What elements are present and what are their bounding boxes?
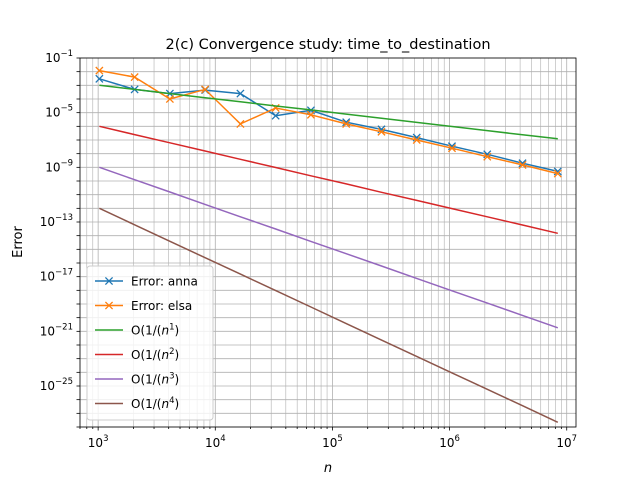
x-tick-label: 107 — [556, 434, 577, 450]
y-tick-label-base: 10 — [45, 160, 60, 174]
x-tick-label-exp: 7 — [572, 434, 577, 444]
y-tick-label: 10−25 — [40, 377, 73, 393]
series-point-1 — [553, 169, 562, 178]
series-point-0 — [553, 167, 562, 176]
legend-label-4-suffix: ) — [175, 373, 180, 387]
y-tick-label-exp: −13 — [55, 213, 73, 223]
x-tick-label-base: 10 — [556, 436, 571, 450]
series-line-1 — [99, 69, 558, 175]
y-tick-label: 10−13 — [40, 213, 73, 229]
series-point-1 — [518, 160, 527, 169]
legend-label-5: O(1/(n4) — [131, 396, 179, 411]
plot-frame — [79, 57, 577, 428]
y-tick-label-exp: −17 — [55, 268, 73, 278]
legend-label-4: O(1/(n3) — [131, 372, 179, 387]
legend-marker-0 — [104, 276, 114, 286]
legend-label-3-var: n — [162, 348, 170, 362]
series-line-5 — [99, 207, 559, 423]
y-axis-label: Error — [11, 226, 26, 258]
y-tick-label-exp: −1 — [60, 49, 73, 59]
legend-label-1: Error: elsa — [131, 299, 192, 313]
x-tick-label-exp: 6 — [455, 434, 460, 444]
series-point-1 — [306, 110, 315, 119]
legend-label-3: O(1/(n2) — [131, 347, 179, 362]
legend-marker-1 — [104, 301, 114, 310]
y-tick-label-base: 10 — [40, 324, 55, 338]
y-tick-label: 10−1 — [45, 49, 73, 65]
x-tick-label-exp: 4 — [220, 434, 225, 444]
x-tick-label: 106 — [439, 434, 460, 450]
series-point-1 — [236, 119, 245, 128]
x-tick-label-base: 10 — [88, 436, 103, 450]
series-point-1 — [483, 152, 492, 161]
series-point-1 — [130, 73, 139, 82]
series-line-4 — [99, 166, 559, 329]
y-tick-label-base: 10 — [40, 379, 55, 393]
series-point-1 — [447, 144, 457, 153]
legend-label-2-exp: 1 — [169, 323, 174, 333]
x-tick-label: 103 — [88, 434, 109, 450]
x-tick-label-exp: 5 — [337, 434, 342, 444]
legend-label-5-exp: 4 — [169, 396, 174, 406]
series-point-0 — [95, 74, 104, 83]
x-axis-label: n — [324, 461, 332, 476]
chart-title: 2(c) Convergence study: time_to_destinat… — [165, 37, 490, 53]
x-tick-label: 104 — [205, 434, 226, 450]
y-tick-label-base: 10 — [45, 106, 60, 120]
x-tick-label: 105 — [322, 434, 343, 450]
legend-label-2-var: n — [162, 324, 170, 338]
y-tick-label-base: 10 — [45, 51, 60, 65]
legend-label-2: O(1/(n1) — [131, 323, 179, 338]
legend-label-4-exp: 3 — [169, 372, 174, 382]
series-point-1 — [377, 127, 386, 136]
y-tick-label: 10−5 — [45, 104, 73, 120]
y-tick-label-exp: −25 — [55, 377, 73, 387]
y-tick-label-exp: −21 — [55, 322, 73, 332]
series-line-2 — [99, 84, 558, 140]
legend-label-5-suffix: ) — [175, 397, 180, 411]
series-line-0 — [99, 78, 558, 173]
legend-label-3-suffix: ) — [175, 348, 180, 362]
series-point-1 — [412, 135, 421, 145]
legend-label-2-prefix: O(1/( — [131, 324, 162, 338]
legend-box — [86, 265, 214, 421]
legend-label-4-var: n — [162, 373, 170, 387]
series-point-0 — [271, 111, 280, 120]
y-tick-label: 10−9 — [45, 158, 73, 174]
series-point-0 — [236, 89, 245, 98]
legend-label-5-prefix: O(1/( — [131, 397, 162, 411]
series-line-3 — [99, 125, 558, 235]
y-tick-label-exp: −9 — [60, 158, 73, 168]
y-tick-label-base: 10 — [40, 270, 55, 284]
series-point-1 — [165, 94, 174, 104]
x-tick-label-base: 10 — [205, 436, 220, 450]
legend-label-5-var: n — [162, 397, 170, 411]
legend-label-0: Error: anna — [131, 275, 198, 289]
x-tick-label-base: 10 — [322, 436, 337, 450]
x-tick-label-base: 10 — [439, 436, 454, 450]
y-tick-label-exp: −5 — [60, 104, 73, 114]
y-tick-label: 10−17 — [40, 268, 73, 284]
y-tick-label: 10−21 — [40, 322, 73, 338]
series-point-1 — [201, 85, 210, 94]
legend-label-3-exp: 2 — [169, 347, 174, 357]
legend-label-2-suffix: ) — [175, 324, 180, 338]
series-point-1 — [342, 119, 351, 128]
y-tick-label-base: 10 — [40, 215, 55, 229]
x-tick-label-exp: 3 — [103, 434, 108, 444]
legend-label-4-prefix: O(1/( — [131, 373, 162, 387]
legend-label-3-prefix: O(1/( — [131, 348, 162, 362]
series-point-1 — [95, 66, 104, 75]
